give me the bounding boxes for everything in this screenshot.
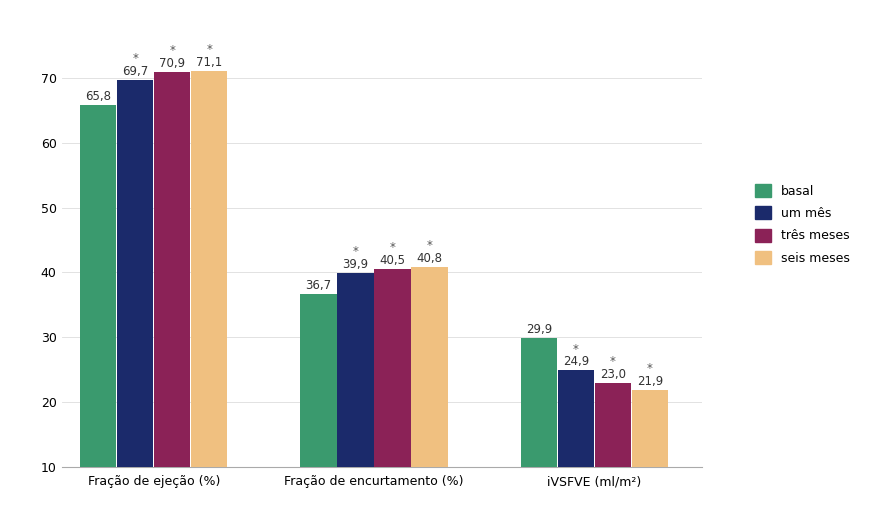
Bar (337, 273, 374, 467)
Text: 65,8: 65,8 (85, 90, 111, 103)
Bar (191, 71, 227, 467)
Text: 24,9: 24,9 (563, 356, 589, 368)
Text: 39,9: 39,9 (343, 258, 369, 271)
Bar (520, 338, 557, 467)
Text: 40,8: 40,8 (416, 252, 442, 265)
Bar (80, 105, 116, 467)
Text: *: * (647, 362, 653, 375)
Text: 29,9: 29,9 (526, 323, 551, 336)
Bar (375, 269, 411, 467)
Bar (411, 267, 448, 467)
Text: *: * (426, 239, 432, 252)
Bar (117, 80, 154, 467)
Bar (558, 371, 594, 467)
Text: 70,9: 70,9 (159, 57, 186, 70)
Text: 71,1: 71,1 (196, 56, 223, 69)
Text: *: * (353, 245, 359, 258)
Text: *: * (573, 343, 579, 356)
Text: 23,0: 23,0 (599, 368, 626, 381)
Bar (155, 72, 190, 467)
Text: *: * (206, 43, 212, 56)
Bar (595, 383, 631, 467)
Text: *: * (170, 44, 175, 57)
Text: *: * (132, 52, 139, 65)
Text: 40,5: 40,5 (379, 254, 406, 267)
Bar (300, 294, 337, 467)
Text: *: * (390, 241, 395, 254)
Legend: basal, um mês, três meses, seis meses: basal, um mês, três meses, seis meses (750, 179, 855, 270)
Text: 69,7: 69,7 (123, 65, 148, 78)
Text: 36,7: 36,7 (305, 279, 331, 292)
Text: 21,9: 21,9 (637, 375, 663, 388)
Text: *: * (610, 355, 615, 368)
Bar (631, 390, 668, 467)
